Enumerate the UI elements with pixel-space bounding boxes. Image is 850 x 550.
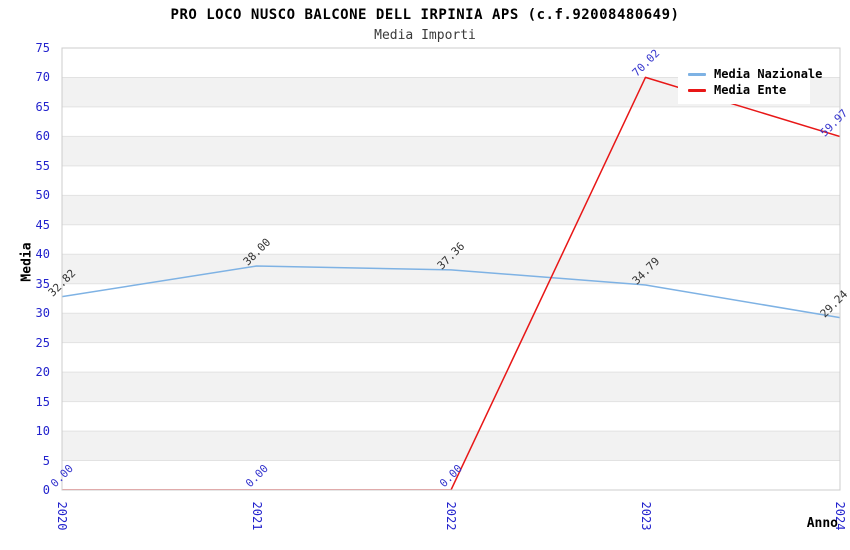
y-axis-title: Media <box>19 242 35 282</box>
x-tick-label: 2022 <box>444 501 458 531</box>
legend-line-swatch-ente <box>688 88 706 92</box>
plot-band <box>62 254 840 284</box>
legend-item-media-nazionale: Media Nazionale <box>688 66 822 82</box>
plot-band <box>62 313 840 343</box>
chart-subtitle: Media Importi <box>374 28 476 43</box>
y-tick-label: 10 <box>35 424 50 439</box>
x-tick-label: 2023 <box>638 501 653 531</box>
x-tick-label: 2020 <box>55 501 69 531</box>
plot-band <box>62 372 840 402</box>
y-tick-label: 20 <box>35 365 50 380</box>
y-tick-label: 70 <box>35 70 50 85</box>
legend-label: Media Nazionale <box>714 67 823 81</box>
y-tick-label: 40 <box>35 247 50 262</box>
legend-line-swatch-nazionale <box>688 72 706 76</box>
y-tick-label: 50 <box>35 188 50 203</box>
x-tick-label: 2021 <box>249 501 264 531</box>
y-tick-label: 65 <box>35 99 50 114</box>
x-axis-title: Anno <box>806 516 838 531</box>
y-tick-label: 45 <box>35 217 50 232</box>
y-tick-label: 60 <box>35 129 50 144</box>
y-tick-label: 15 <box>35 394 50 409</box>
y-tick-label: 5 <box>42 453 50 468</box>
plot-band <box>62 431 840 461</box>
legend-item-media-ente: Media Ente <box>688 82 810 98</box>
y-tick-label: 75 <box>35 41 50 55</box>
y-tick-label: 0 <box>42 483 50 497</box>
plot-band <box>62 195 840 225</box>
legend-label: Media Ente <box>714 83 787 97</box>
plot-band <box>62 136 840 166</box>
y-tick-label: 35 <box>35 276 50 291</box>
y-tick-label: 30 <box>35 306 50 321</box>
plot-border <box>61 47 841 491</box>
y-tick-label: 55 <box>35 158 50 173</box>
legend: Media Nazionale Media Ente <box>678 60 822 104</box>
series-line-media-nazionale <box>62 265 840 319</box>
chart-title: PRO LOCO NUSCO BALCONE DELL IRPINIA APS … <box>170 7 680 23</box>
y-tick-label: 25 <box>35 335 50 350</box>
